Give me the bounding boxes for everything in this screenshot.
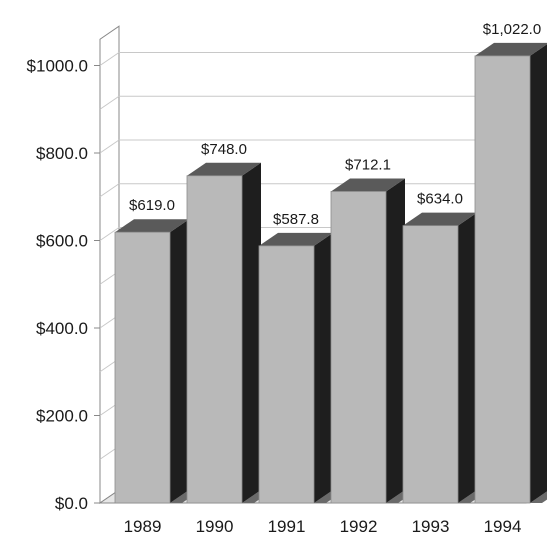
y-tick-label: $0.0 [55, 494, 88, 513]
y-tick-label: $600.0 [36, 232, 88, 251]
y-tick-label: $200.0 [36, 407, 88, 426]
bar-top [187, 162, 261, 176]
bar-top [403, 212, 477, 226]
bar-top [259, 232, 333, 246]
data-labels: $619.0 $748.0 $587.8 $712.1 $634.0 $1,022.0 [129, 21, 541, 228]
data-label-1989: $619.0 [129, 197, 175, 214]
x-tick-label: 1992 [340, 517, 378, 536]
data-label-1991: $587.8 [273, 211, 319, 228]
x-tick-label: 1994 [484, 517, 522, 536]
bar-front [258, 245, 315, 504]
bar-top [115, 219, 189, 233]
bar-shadow [530, 491, 547, 503]
bar-side [458, 212, 477, 503]
bar-top [475, 42, 547, 56]
data-label-1992: $712.1 [345, 156, 391, 173]
bar-front [402, 225, 459, 504]
x-tick-label: 1993 [412, 517, 450, 536]
bar-front [474, 55, 531, 504]
gridline-side [99, 95, 120, 110]
gridline-side [99, 139, 120, 154]
gridline-side [99, 183, 120, 198]
bar-1992 [330, 178, 417, 504]
bar-1989 [114, 219, 201, 504]
data-label-1994: $1,022.0 [483, 21, 541, 38]
x-tick-label: 1991 [268, 517, 306, 536]
bar-top [331, 178, 405, 192]
bar-1994 [474, 42, 547, 504]
data-label-1990: $748.0 [201, 141, 247, 158]
x-tick-label: 1990 [196, 517, 234, 536]
bar-side [314, 232, 333, 503]
bar-1991 [258, 232, 345, 504]
bar-1993 [402, 212, 489, 504]
bar-side [530, 44, 547, 503]
gridline-side [99, 52, 120, 66]
bar-side [170, 219, 189, 503]
y-tick-label: $1000.0 [27, 57, 88, 76]
bar-front [330, 191, 387, 504]
data-label-1993: $634.0 [417, 191, 463, 208]
x-tick-label: 1989 [124, 517, 162, 536]
x-axis: 1989 1990 1991 1992 1993 1994 [124, 517, 522, 536]
bar-front [114, 231, 171, 504]
bar-side [242, 162, 261, 503]
bar-side [386, 178, 405, 504]
bars [114, 42, 547, 504]
bar-1990 [186, 162, 273, 504]
y-axis: $0.0 $200.0 $400.0 $600.0 $800.0 $1000.0 [27, 57, 100, 513]
y-tick-label: $800.0 [36, 144, 88, 163]
bar-front [186, 175, 243, 504]
gridline-side [99, 227, 120, 241]
y-tick-label: $400.0 [36, 319, 88, 338]
